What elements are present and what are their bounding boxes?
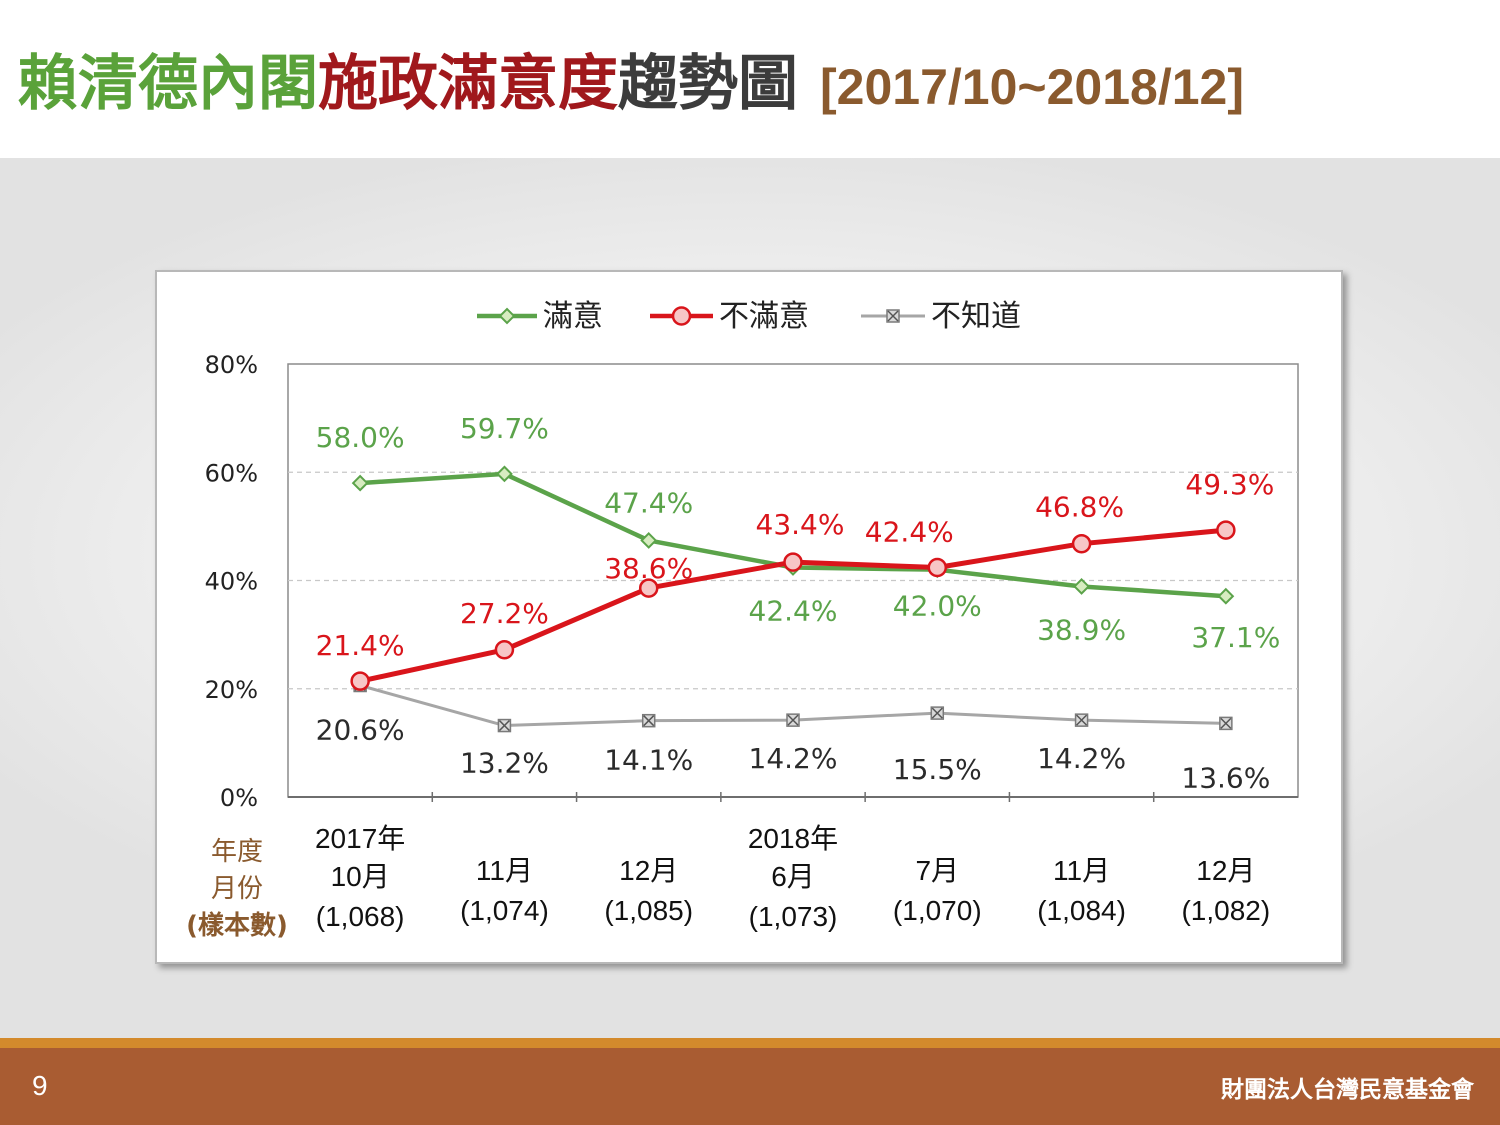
data-label-0-2: 47.4% bbox=[604, 486, 693, 519]
data-point-1-4 bbox=[927, 557, 948, 578]
footer-organization: 財團法人台灣民意基金會 bbox=[1221, 1077, 1474, 1103]
title-bar: 賴清德內閣施政滿意度趨勢圖 [2017/10~2018/12] bbox=[0, 0, 1500, 158]
x-cat-sample: (1,085) bbox=[604, 895, 693, 926]
data-point-0-6 bbox=[1217, 587, 1235, 605]
marker-cross bbox=[643, 715, 655, 727]
marker-cross bbox=[787, 714, 799, 726]
data-label-1-3: 43.4% bbox=[756, 508, 845, 541]
data-point-0-1 bbox=[496, 465, 513, 483]
x-cat-month: 6月 bbox=[771, 861, 815, 892]
data-point-1-5 bbox=[1071, 533, 1092, 554]
marker-cross bbox=[498, 720, 510, 732]
marker-cross bbox=[931, 707, 943, 719]
x-cat-sample: (1,074) bbox=[460, 895, 549, 926]
x-cat-month: 11月 bbox=[1053, 855, 1110, 886]
data-point-0-0 bbox=[351, 474, 369, 492]
data-label-0-3: 42.4% bbox=[749, 595, 838, 628]
x-cat-sample: (1,070) bbox=[893, 895, 982, 926]
data-label-0-6: 37.1% bbox=[1191, 621, 1280, 654]
line-chart: 0% 20% 40% 60% 80% 58.0% 59.7% 47.4% 42.4% 42.0% 3… bbox=[186, 299, 1299, 941]
data-point-1-3 bbox=[783, 552, 803, 572]
title-date-range: [2017/10~2018/12] bbox=[820, 59, 1244, 115]
data-point-2-1 bbox=[497, 718, 512, 733]
x-cat-year: 2018年 bbox=[748, 823, 838, 854]
data-label-2-0: 20.6% bbox=[316, 714, 405, 747]
title-part-satisfaction: 施政滿意度 bbox=[318, 49, 618, 119]
legend-label-2: 不知道 bbox=[931, 299, 1021, 334]
data-label-2-3: 14.2% bbox=[749, 742, 838, 775]
row-label-year: 年度 bbox=[211, 837, 263, 867]
page-title: 賴清德內閣施政滿意度趨勢圖 [2017/10~2018/12] bbox=[18, 44, 1244, 127]
data-point-1-6 bbox=[1216, 520, 1236, 540]
data-label-0-4: 42.0% bbox=[893, 590, 982, 623]
y-tick-label: 60% bbox=[205, 459, 258, 487]
x-cat-sample: (1,084) bbox=[1037, 895, 1126, 926]
title-part-cabinet: 賴清德內閣 bbox=[18, 49, 318, 119]
x-cat-month: 10月 bbox=[331, 861, 390, 892]
row-label-sample: (樣本數) bbox=[186, 910, 288, 941]
data-label-0-5: 38.9% bbox=[1037, 613, 1126, 646]
x-cat-month: 12月 bbox=[619, 855, 678, 886]
x-cat-sample: (1,082) bbox=[1181, 895, 1270, 926]
footer-stripe bbox=[0, 1038, 1500, 1048]
footer-bar: 9 財團法人台灣民意基金會 bbox=[0, 1048, 1500, 1125]
data-point-2-3 bbox=[786, 713, 800, 727]
x-cat-month: 11月 bbox=[476, 855, 533, 886]
chart-frame: 0% 20% 40% 60% 80% 58.0% 59.7% 47.4% 42.4% 42.0% 3… bbox=[155, 270, 1343, 964]
y-tick-label: 20% bbox=[205, 676, 258, 704]
legend-label-0: 滿意 bbox=[543, 299, 603, 334]
data-label-0-1: 59.7% bbox=[460, 412, 549, 445]
data-label-1-5: 46.8% bbox=[1035, 491, 1124, 524]
data-label-1-1: 27.2% bbox=[460, 597, 549, 630]
data-label-1-6: 49.3% bbox=[1185, 468, 1274, 501]
marker-cross bbox=[1220, 717, 1232, 729]
data-label-1-4: 42.4% bbox=[865, 516, 954, 549]
y-tick-label: 0% bbox=[220, 784, 258, 812]
x-cat-sample: (1,068) bbox=[316, 901, 405, 932]
y-tick-label: 40% bbox=[205, 568, 258, 596]
data-point-1-2 bbox=[638, 578, 659, 598]
data-label-2-4: 15.5% bbox=[893, 753, 982, 786]
data-label-0-0: 58.0% bbox=[316, 421, 405, 454]
marker-cross bbox=[887, 310, 899, 322]
data-point-1-1 bbox=[494, 640, 515, 660]
legend-marker-1 bbox=[671, 306, 692, 326]
y-tick-label: 80% bbox=[205, 351, 258, 379]
legend-marker-2 bbox=[886, 309, 900, 323]
data-label-2-2: 14.1% bbox=[604, 744, 693, 777]
data-point-2-2 bbox=[641, 713, 656, 728]
page-number: 9 bbox=[32, 1070, 48, 1101]
data-label-1-0: 21.4% bbox=[316, 629, 405, 662]
data-point-1-0 bbox=[350, 671, 370, 691]
data-label-2-5: 14.2% bbox=[1037, 742, 1126, 775]
data-point-0-5 bbox=[1073, 578, 1090, 595]
marker-cross bbox=[1076, 714, 1088, 726]
data-label-2-6: 13.6% bbox=[1181, 761, 1270, 794]
data-point-2-4 bbox=[930, 706, 945, 720]
row-label-month: 月份 bbox=[211, 874, 263, 904]
x-cat-sample: (1,073) bbox=[749, 901, 838, 932]
data-point-2-5 bbox=[1074, 713, 1089, 727]
x-cat-month: 7月 bbox=[915, 855, 959, 886]
title-part-trend: 趨勢圖 bbox=[618, 49, 798, 119]
x-cat-month: 12月 bbox=[1196, 855, 1255, 886]
data-label-1-2: 38.6% bbox=[604, 552, 693, 585]
data-point-0-2 bbox=[640, 532, 658, 549]
legend-marker-0 bbox=[498, 307, 516, 325]
legend-label-1: 不滿意 bbox=[719, 299, 809, 334]
data-label-2-1: 13.2% bbox=[460, 747, 549, 780]
data-point-2-6 bbox=[1219, 716, 1233, 731]
x-cat-year: 2017年 bbox=[315, 823, 405, 854]
